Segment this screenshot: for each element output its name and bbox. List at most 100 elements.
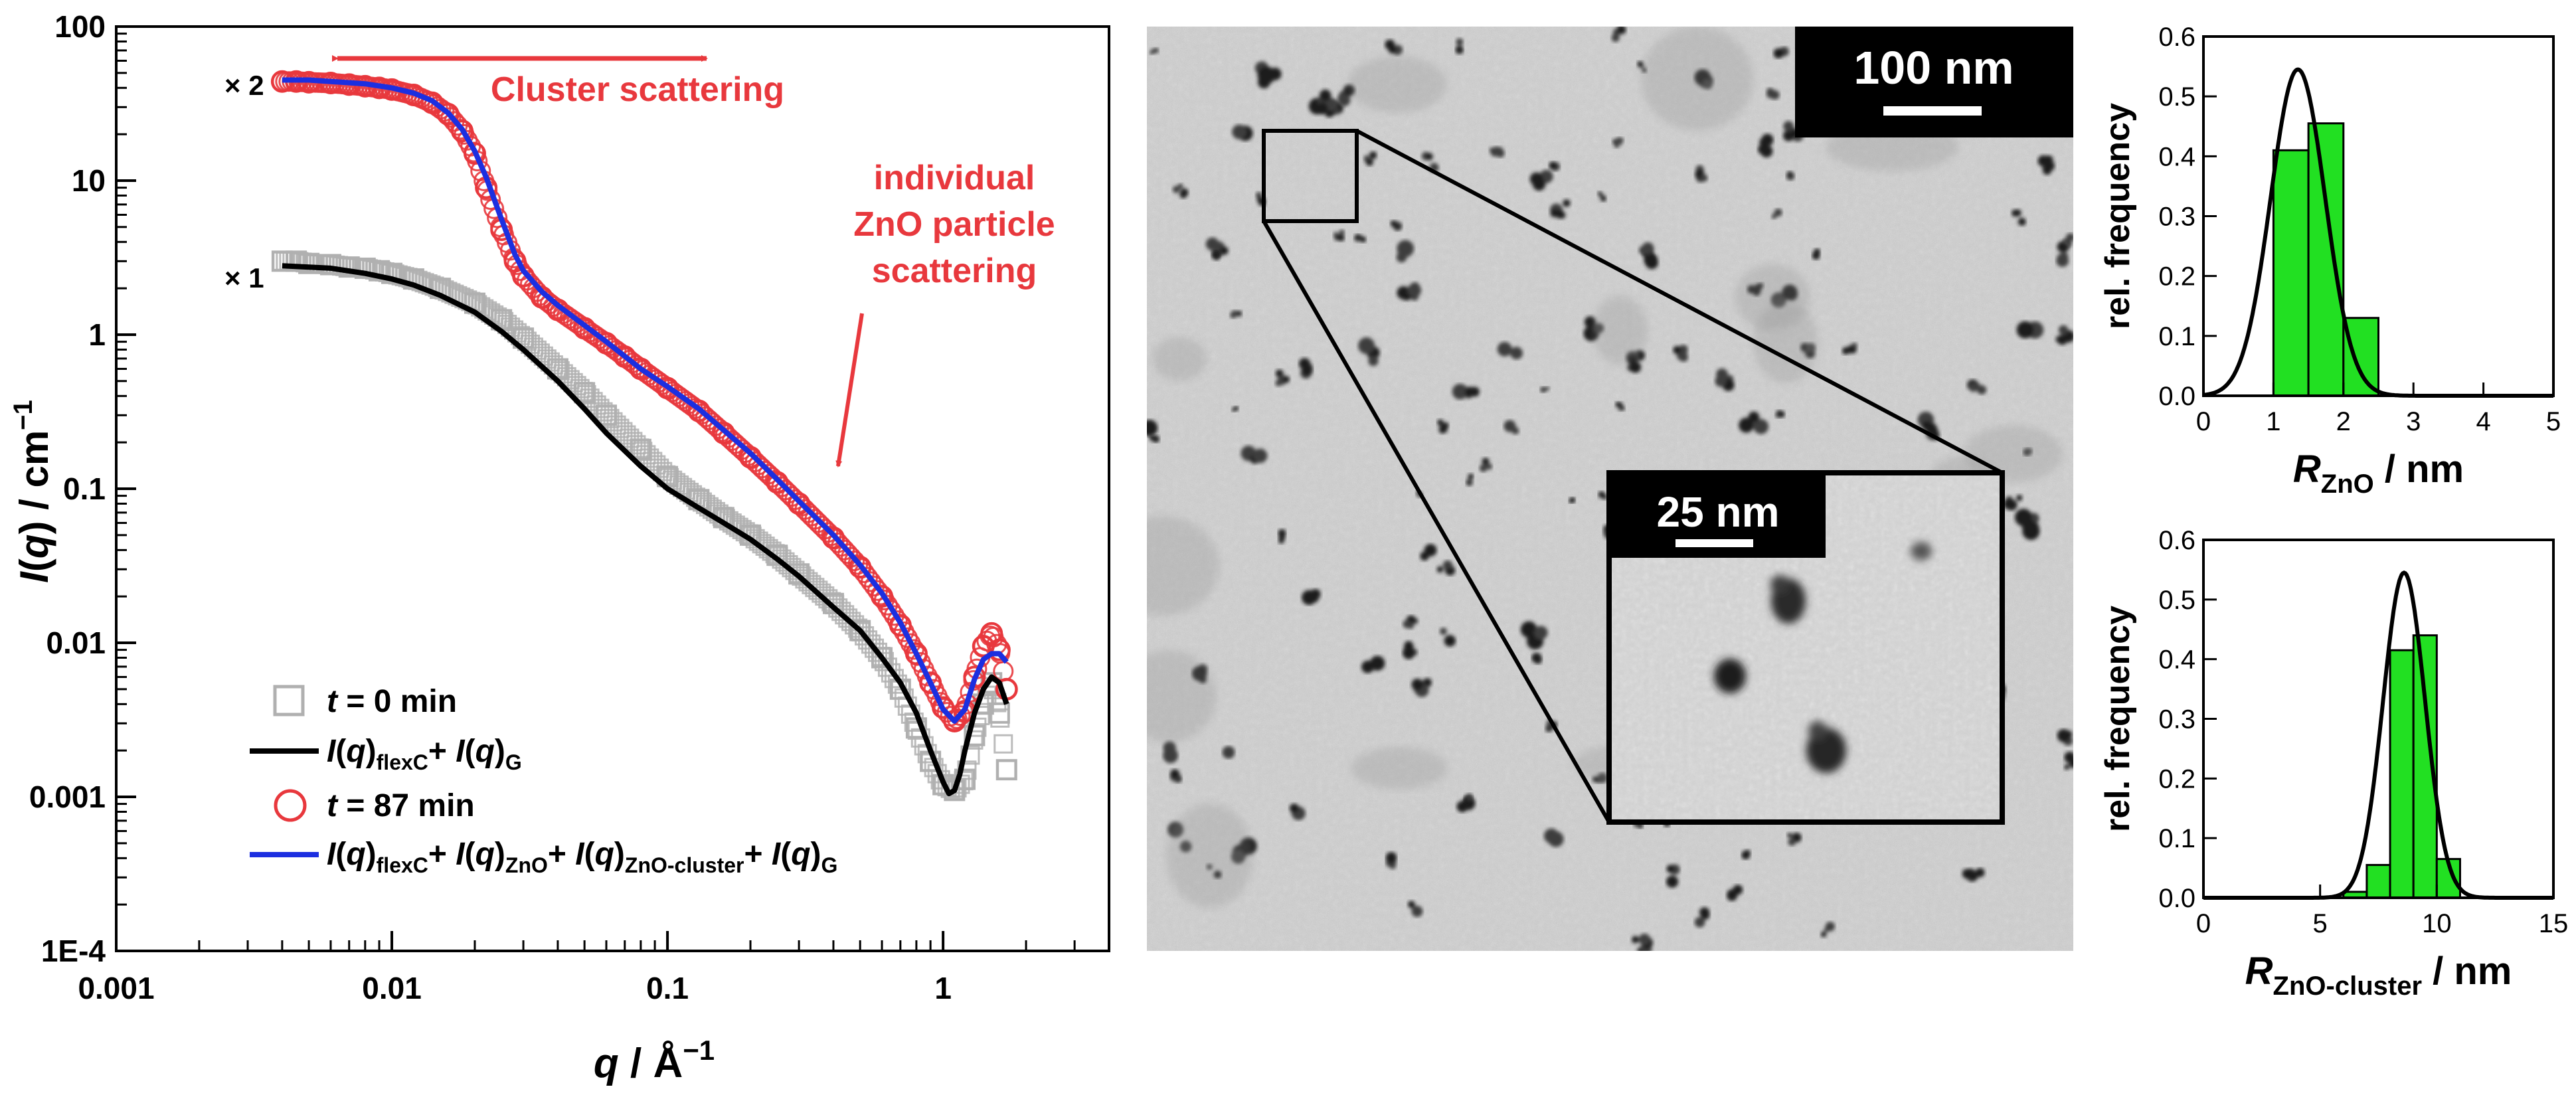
hist1-x-tick-label: 0: [2196, 407, 2211, 436]
tem-particle: [1598, 491, 1608, 500]
tem-particle: [1550, 199, 1571, 219]
tem-particle: [1631, 933, 1653, 951]
hist1-x-axis-title: RZnO / nm: [2293, 448, 2464, 499]
hist1-y-tick-label: 0.2: [2158, 262, 2195, 292]
tem-particle: [1254, 61, 1282, 89]
saxs-point-t0: [600, 408, 620, 428]
hist1-y-tick-label: 0.1: [2158, 322, 2195, 351]
tem-particle: [1211, 250, 1221, 261]
tem-particle: [1172, 183, 1189, 199]
saxs-point-t0: [881, 663, 901, 683]
individual-label-line1: individual: [874, 159, 1035, 197]
tem-particle: [1771, 209, 1782, 219]
individual-label-line2: ZnO particle: [853, 205, 1055, 244]
tem-particle: [1666, 864, 1680, 888]
tem-particle: [1397, 282, 1421, 301]
tem-scale-bar-label: 100 nm: [1853, 42, 2014, 94]
individual-label-line3: scattering: [872, 252, 1037, 290]
tem-particle: [1520, 621, 1548, 650]
hist2-x-tick-label: 0: [2196, 909, 2211, 938]
tem-particle: [1615, 402, 1625, 411]
hist2-y-axis-title: rel. frequency: [2099, 606, 2137, 832]
saxs-point-t0: [835, 605, 855, 625]
hist2-gaussian-fit: [2203, 570, 2553, 900]
scale-factor-x1: × 1: [224, 262, 264, 294]
tem-smudge: [1347, 56, 1447, 114]
hist2-y-tick-label: 0.1: [2158, 824, 2195, 853]
tem-particle: [1842, 342, 1857, 355]
tem-particle: [1363, 151, 1377, 166]
tem-particle: [1715, 368, 1735, 391]
tem-smudge: [1592, 295, 1648, 365]
hist2-x-tick-label: 5: [2313, 909, 2328, 938]
saxs-point-t87: [877, 594, 898, 616]
tem-particle: [1354, 234, 1367, 243]
hist2-bar: [2365, 864, 2391, 899]
tem-particle: [1402, 641, 1418, 659]
saxs-y-tick-label: 0.1: [63, 471, 106, 506]
tem-smudge: [1166, 803, 1254, 908]
hist2-y-tick-label: 0.4: [2158, 645, 2195, 675]
tem-particle: [1385, 852, 1397, 869]
saxs-point-t0: [620, 428, 640, 448]
tem-particle: [2057, 728, 2073, 746]
legend-label-fit87: I(q)flexC+ I(q)ZnO+ I(q)ZnO-cluster+ I(q…: [327, 837, 837, 877]
legend-symbol-t87: [274, 789, 307, 822]
scale-factor-x2: × 2: [224, 70, 264, 101]
tem-scale-bar-line: [1883, 106, 1982, 116]
tem-connector-bottom: [1262, 220, 1611, 823]
tem-particle: [1694, 907, 1710, 928]
tem-particle: [1466, 473, 1474, 486]
histogram-r-zno: 0 1 2 3 4 5 0.0 0.1 0.2 0.3 0.4 0.5 0.6 rel. frequenc…: [2099, 23, 2561, 499]
tem-particle: [1231, 406, 1239, 412]
hist1-y-tick-label: 0.3: [2158, 203, 2195, 232]
tem-particle: [1820, 922, 1836, 938]
hist2-y-tick-label: 0.5: [2158, 586, 2195, 615]
saxs-point-t0: [573, 382, 593, 402]
tem-particle: [1962, 868, 1985, 883]
tem-particle: [1739, 411, 1769, 434]
hist1-y-tick-label: 0.5: [2158, 82, 2195, 112]
tem-particle: [1741, 849, 1751, 860]
hist1-bar: [2272, 149, 2310, 397]
saxs-point-t0: [643, 452, 663, 471]
tem-particle: [2012, 209, 2026, 226]
hist2-x-axis-title: RZnO-cluster / nm: [2245, 950, 2512, 1001]
saxs-series-fit87: [282, 77, 1009, 724]
hist1-y-tick-label: 0.0: [2158, 382, 2195, 411]
tem-particle: [1695, 165, 1708, 183]
saxs-legend: t = 0 min I(q)flexC+ I(q)G t = 87 min I(…: [250, 684, 837, 877]
saxs-line-fit87: [282, 77, 1009, 724]
tem-particle: [1549, 161, 1561, 171]
tem-particle: [1727, 885, 1743, 901]
saxs-x-tick-label: 0.1: [646, 971, 689, 1005]
tem-particle: [1455, 38, 1464, 54]
tem-particle: [1169, 769, 1182, 783]
tem-particle: [2003, 495, 2023, 511]
saxs-point-t0: [877, 657, 897, 677]
saxs-point-t0: [596, 405, 616, 425]
tem-particle: [1232, 124, 1253, 141]
saxs-point-t0: [580, 388, 600, 408]
hist2-x-tick-label: 15: [2539, 909, 2569, 938]
tem-particle: [1766, 88, 1780, 100]
hist1-bar: [2307, 122, 2345, 397]
saxs-point-t0: [613, 422, 633, 442]
saxs-y-tick-label: 1: [88, 317, 106, 352]
tem-particle: [1150, 47, 1159, 55]
hist1-x-tick-label: 5: [2546, 407, 2561, 436]
saxs-point-t0: [659, 468, 679, 488]
saxs-y-tick-label: 0.001: [29, 780, 106, 814]
saxs-point-t0: [593, 402, 613, 422]
legend-symbol-t0: [273, 685, 305, 717]
hist1-y-tick-label: 0.4: [2158, 142, 2195, 171]
tem-particle: [1540, 386, 1550, 393]
hist2-x-tick-label: 10: [2422, 909, 2452, 938]
tem-particle: [1302, 589, 1321, 606]
tem-particle: [1612, 137, 1624, 148]
saxs-y-tick-label: 0.01: [46, 626, 106, 660]
hist2-y-tick-label: 0.2: [2158, 764, 2195, 794]
tem-particle: [1639, 242, 1659, 270]
tem-inset-scale-label: 25 nm: [1657, 488, 1780, 536]
